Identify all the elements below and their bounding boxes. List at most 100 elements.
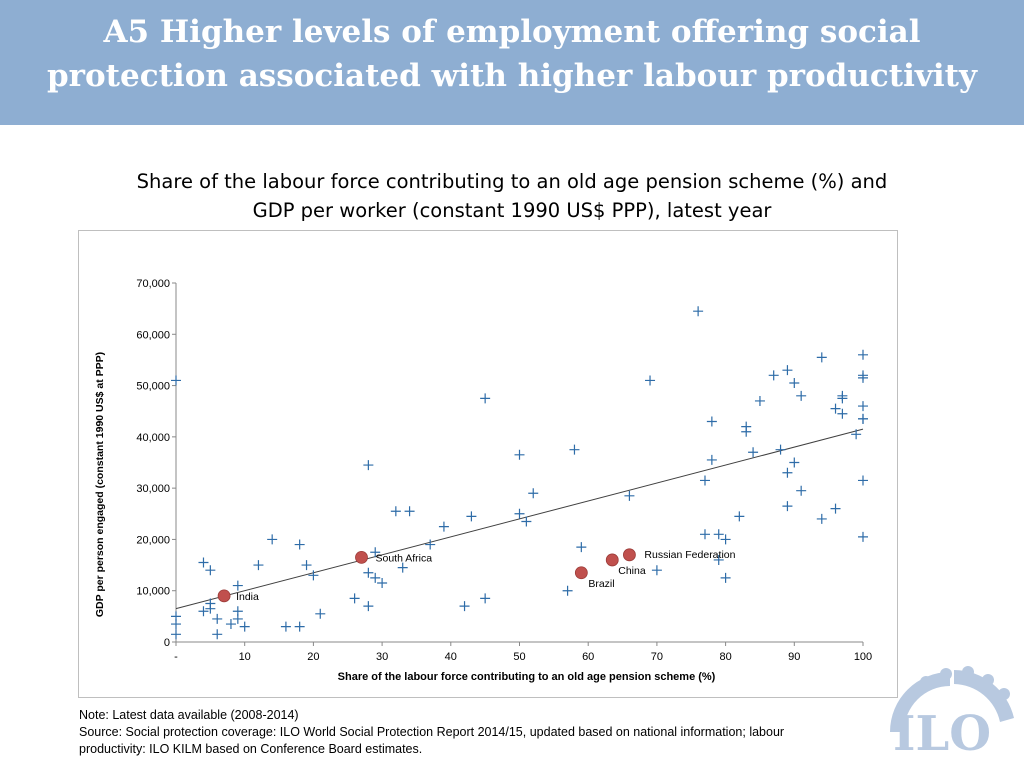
data-point [397, 562, 408, 573]
data-point [816, 513, 827, 524]
y-tick-label: 40,000 [136, 432, 170, 444]
data-point [576, 542, 587, 553]
data-point [624, 490, 635, 501]
highlight-point [355, 550, 368, 564]
country-label: South Africa [375, 552, 432, 564]
data-point [205, 598, 216, 609]
note-line: Note: Latest data available (2008-2014) [79, 708, 299, 722]
data-point [466, 511, 477, 522]
data-point [754, 395, 765, 406]
data-point [514, 508, 525, 519]
data-point [858, 372, 868, 383]
data-point [253, 560, 264, 571]
data-point [782, 501, 793, 512]
data-point [569, 444, 580, 455]
highlight-point [217, 589, 231, 603]
data-point [789, 457, 800, 468]
data-point [404, 506, 415, 517]
chart-heading-line-2: GDP per worker (constant 1990 US$ PPP), … [252, 199, 772, 222]
title-banner: A5 Higher levels of employment offering … [0, 0, 1024, 125]
data-point [816, 352, 827, 363]
data-point [363, 567, 374, 578]
data-point [837, 408, 848, 419]
x-tick-label: 20 [307, 651, 319, 663]
data-point [651, 565, 662, 576]
data-point [528, 488, 539, 499]
x-tick-label: 60 [582, 651, 594, 663]
data-point [294, 539, 305, 550]
data-point [301, 560, 312, 571]
data-point [438, 521, 449, 532]
data-point [225, 619, 236, 630]
data-point [425, 539, 436, 550]
data-point [796, 485, 807, 496]
data-point [171, 619, 181, 630]
highlight-point [605, 553, 619, 567]
country-label: Russian Federation [644, 549, 735, 561]
trend-line [175, 428, 864, 610]
y-tick-label: 0 [164, 637, 170, 649]
y-tick-label: 20,000 [136, 534, 170, 546]
data-point [837, 393, 848, 404]
data-point [789, 378, 800, 389]
data-point [205, 565, 216, 576]
y-tick-label: 10,000 [136, 586, 170, 598]
data-point [480, 393, 491, 404]
data-point [858, 349, 868, 360]
data-point [377, 578, 388, 589]
data-point [370, 547, 381, 558]
data-point [713, 554, 724, 565]
data-point [315, 608, 326, 619]
data-point [741, 426, 752, 437]
data-point [198, 606, 209, 617]
x-axis-title: Share of the labour force contributing t… [338, 671, 716, 683]
y-tick-label: 50,000 [136, 381, 170, 393]
data-point [363, 460, 374, 471]
country-label: China [618, 565, 646, 577]
x-tick-label: 90 [788, 651, 800, 663]
data-point [232, 580, 243, 591]
data-point [699, 529, 710, 540]
data-point [239, 621, 250, 632]
x-tick-label: 80 [719, 651, 731, 663]
data-point [775, 444, 786, 455]
data-point [699, 475, 710, 486]
source-line-2: productivity: ILO KILM based on Conferen… [79, 742, 423, 756]
data-point [294, 621, 305, 632]
data-point [521, 516, 532, 527]
notes: Note: Latest data available (2008-2014) … [79, 707, 919, 758]
y-tick-label: 70,000 [136, 278, 170, 290]
data-point [480, 593, 491, 604]
scatter-chart: 0 10,000 20,000 30,000 40,000 50,000 60,000 70,… [94, 278, 872, 683]
data-point [349, 593, 360, 604]
data-point [782, 365, 793, 376]
data-point [390, 506, 401, 517]
source-line-1: Source: Social protection coverage: ILO … [79, 725, 785, 739]
chart-heading: Share of the labour force contributing t… [0, 167, 1024, 225]
data-point [858, 413, 868, 424]
ilo-logo: ILO [890, 666, 1014, 752]
x-tick-label: 10 [239, 651, 251, 663]
slide-title-line-2: protection associated with higher labour… [47, 58, 977, 94]
x-tick-label: - [174, 651, 178, 663]
highlight-point [623, 548, 636, 562]
data-point [851, 429, 862, 440]
x-tick-label: 100 [854, 651, 872, 663]
data-point [308, 570, 319, 581]
data-point [830, 403, 841, 414]
data-point [198, 557, 209, 568]
y-axis-title: GDP per person engaged (constant 1990 US… [94, 352, 106, 617]
slide-title-line-1: A5 Higher levels of employment offering … [103, 14, 921, 50]
data-point [858, 531, 868, 542]
x-tick-label: 70 [651, 651, 663, 663]
data-point [459, 601, 470, 612]
data-point [830, 503, 841, 514]
data-point [720, 534, 731, 545]
data-point [370, 572, 381, 583]
data-point [858, 475, 868, 486]
x-tick-label: 50 [513, 651, 525, 663]
data-point [267, 534, 278, 545]
chart-heading-line-1: Share of the labour force contributing t… [136, 170, 888, 193]
data-point [171, 375, 181, 386]
data-point [212, 613, 223, 624]
